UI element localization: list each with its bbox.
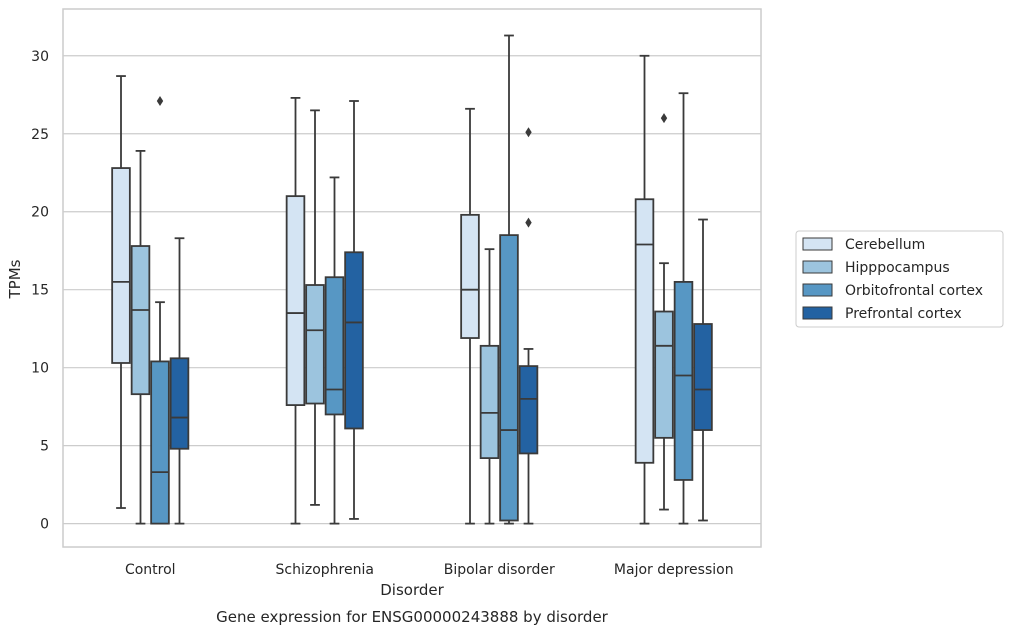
y-tick-label: 20 xyxy=(31,205,49,221)
box-prefrontal-cortex xyxy=(693,218,713,522)
iqr-box xyxy=(305,284,325,405)
box-cerebellum xyxy=(460,107,480,525)
iqr-box xyxy=(693,323,713,431)
y-axis-label: TPMs xyxy=(6,259,24,299)
legend-label: Orbitofrontal cortex xyxy=(845,283,983,299)
x-tick-label: Major depression xyxy=(614,562,734,578)
iqr-box xyxy=(111,167,131,364)
iqr-box xyxy=(324,276,345,416)
y-tick-labels: 0 5 10 15 20 25 30 xyxy=(31,49,49,533)
box-hipppocampus xyxy=(654,113,674,511)
box-prefrontal-cortex xyxy=(344,100,364,520)
outlier-point xyxy=(525,217,532,228)
iqr-box xyxy=(150,360,170,525)
plot-frame xyxy=(62,8,762,548)
y-tick-label: 0 xyxy=(40,517,49,533)
iqr-box xyxy=(460,213,480,339)
legend-swatch xyxy=(802,283,833,297)
box-cerebellum xyxy=(111,75,131,509)
box-cerebellum xyxy=(634,54,655,525)
x-tick-labels: Control Schizophrenia Bipolar disorder Majo… xyxy=(125,562,734,578)
x-tick-label: Schizophrenia xyxy=(276,562,374,578)
iqr-box xyxy=(479,344,500,460)
legend-label: Hipppocampus xyxy=(845,260,950,276)
y-tick-label: 10 xyxy=(31,361,49,377)
x-axis-label: Disorder xyxy=(380,581,444,599)
box-orbitofrontal-cortex xyxy=(673,92,694,525)
box-orbitofrontal-cortex xyxy=(324,176,345,525)
iqr-box xyxy=(499,234,519,522)
iqr-box xyxy=(654,310,674,439)
y-tick-label: 5 xyxy=(40,439,49,455)
outlier-point xyxy=(525,127,532,138)
chart-caption: Gene expression for ENSG00000243888 by d… xyxy=(216,608,609,626)
box-prefrontal-cortex xyxy=(518,127,539,525)
y-tick-label: 30 xyxy=(31,49,49,65)
outlier-point xyxy=(660,113,668,124)
legend-swatch xyxy=(802,260,833,274)
legend: Cerebellum Hipppocampus Orbitofrontal cort… xyxy=(795,230,1004,328)
iqr-box xyxy=(518,365,539,455)
boxes xyxy=(111,34,713,525)
box-hipppocampus xyxy=(130,150,151,525)
iqr-box xyxy=(285,195,306,406)
box-orbitofrontal-cortex xyxy=(499,34,519,525)
x-tick-label: Bipolar disorder xyxy=(444,562,555,578)
legend-label: Prefrontal cortex xyxy=(845,306,962,322)
box-cerebellum xyxy=(285,96,306,525)
box-hipppocampus xyxy=(305,109,325,506)
y-tick-label: 15 xyxy=(31,283,49,299)
box-prefrontal-cortex xyxy=(169,237,190,525)
iqr-box xyxy=(130,245,151,396)
y-tick-label: 25 xyxy=(31,127,49,143)
legend-swatch xyxy=(802,306,833,320)
box-hipppocampus xyxy=(479,248,500,525)
box-orbitofrontal-cortex xyxy=(150,96,170,525)
iqr-box xyxy=(634,198,655,464)
iqr-box xyxy=(169,357,190,450)
legend-label: Cerebellum xyxy=(845,237,925,253)
legend-frame xyxy=(795,230,1004,328)
outlier-point xyxy=(156,96,164,107)
x-tick-label: Control xyxy=(125,562,176,578)
iqr-box xyxy=(344,251,364,430)
legend-swatch xyxy=(802,237,833,251)
iqr-box xyxy=(673,280,694,481)
